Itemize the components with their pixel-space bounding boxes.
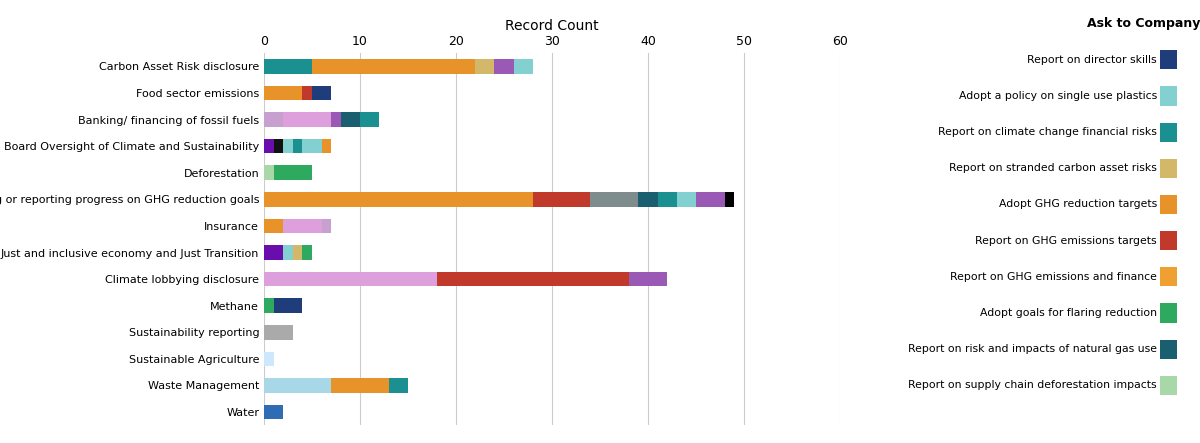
Bar bbox=[283, 113, 331, 127]
Text: Report on GHG emissions and finance: Report on GHG emissions and finance bbox=[950, 272, 1157, 282]
Bar bbox=[302, 139, 322, 154]
Bar bbox=[264, 59, 312, 74]
Bar bbox=[264, 245, 283, 260]
FancyBboxPatch shape bbox=[1160, 123, 1176, 142]
Bar bbox=[264, 405, 283, 419]
Text: Adopt GHG reduction targets: Adopt GHG reduction targets bbox=[998, 199, 1157, 210]
Bar bbox=[293, 139, 302, 154]
FancyBboxPatch shape bbox=[1160, 159, 1176, 178]
Text: Ask to Company: Ask to Company bbox=[1087, 17, 1200, 31]
Bar bbox=[696, 192, 725, 206]
Bar bbox=[264, 325, 293, 339]
Bar bbox=[514, 59, 533, 74]
Bar bbox=[274, 299, 302, 313]
Bar bbox=[264, 378, 331, 392]
Bar bbox=[322, 219, 331, 233]
Bar bbox=[302, 86, 312, 101]
X-axis label: Record Count: Record Count bbox=[505, 19, 599, 33]
Text: Report on GHG emissions targets: Report on GHG emissions targets bbox=[976, 236, 1157, 245]
FancyBboxPatch shape bbox=[1160, 195, 1176, 214]
Bar bbox=[437, 272, 629, 287]
Bar bbox=[264, 192, 533, 206]
Bar bbox=[264, 272, 437, 287]
FancyBboxPatch shape bbox=[1160, 339, 1176, 359]
Bar bbox=[283, 139, 293, 154]
Bar bbox=[264, 139, 274, 154]
Bar bbox=[677, 192, 696, 206]
Bar bbox=[658, 192, 677, 206]
Bar bbox=[264, 86, 302, 101]
Bar bbox=[533, 192, 590, 206]
Bar bbox=[312, 86, 331, 101]
Text: Report on risk and impacts of natural gas use: Report on risk and impacts of natural ga… bbox=[908, 344, 1157, 354]
Bar bbox=[274, 166, 312, 180]
Bar bbox=[283, 219, 322, 233]
FancyBboxPatch shape bbox=[1160, 267, 1176, 286]
Bar bbox=[590, 192, 638, 206]
Bar bbox=[274, 139, 283, 154]
Text: Report on director skills: Report on director skills bbox=[1027, 55, 1157, 65]
Bar bbox=[725, 192, 734, 206]
Bar bbox=[341, 113, 360, 127]
Bar bbox=[629, 272, 667, 287]
Bar bbox=[264, 352, 274, 366]
Bar bbox=[264, 166, 274, 180]
FancyBboxPatch shape bbox=[1160, 231, 1176, 250]
Text: Report on supply chain deforestation impacts: Report on supply chain deforestation imp… bbox=[908, 380, 1157, 390]
Bar bbox=[293, 245, 302, 260]
Bar bbox=[494, 59, 514, 74]
Bar bbox=[264, 113, 283, 127]
Bar bbox=[264, 299, 274, 313]
FancyBboxPatch shape bbox=[1160, 86, 1176, 105]
Text: Adopt a policy on single use plastics: Adopt a policy on single use plastics bbox=[959, 91, 1157, 101]
FancyBboxPatch shape bbox=[1160, 51, 1176, 70]
Bar bbox=[360, 113, 379, 127]
Text: Report on climate change financial risks: Report on climate change financial risks bbox=[938, 127, 1157, 137]
FancyBboxPatch shape bbox=[1160, 303, 1176, 323]
Bar bbox=[331, 113, 341, 127]
Bar bbox=[331, 378, 389, 392]
Bar bbox=[322, 139, 331, 154]
FancyBboxPatch shape bbox=[1160, 376, 1176, 395]
Bar bbox=[312, 59, 475, 74]
Bar bbox=[264, 219, 283, 233]
Bar bbox=[638, 192, 658, 206]
Bar bbox=[283, 245, 293, 260]
Text: Report on stranded carbon asset risks: Report on stranded carbon asset risks bbox=[949, 163, 1157, 173]
Bar bbox=[389, 378, 408, 392]
Bar bbox=[302, 245, 312, 260]
Text: Adopt goals for flaring reduction: Adopt goals for flaring reduction bbox=[979, 308, 1157, 318]
Bar bbox=[475, 59, 494, 74]
